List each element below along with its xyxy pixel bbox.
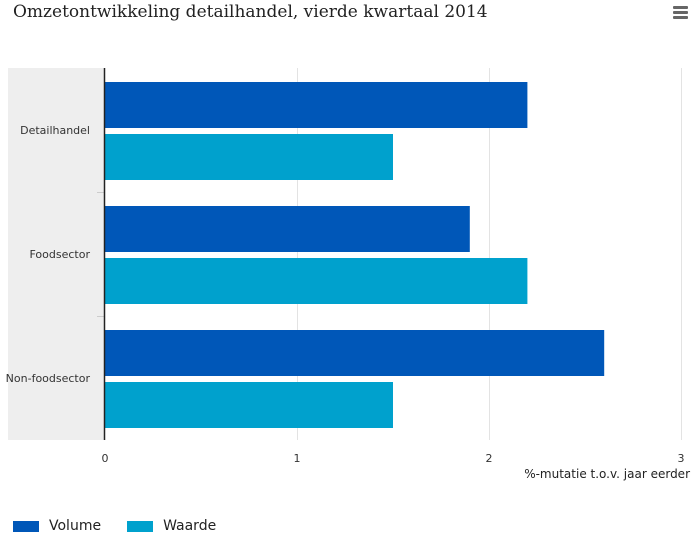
x-tick-label: 2 xyxy=(486,452,493,465)
bar-volume-detailhandel xyxy=(105,82,528,128)
legend-swatch-waarde xyxy=(127,520,154,532)
legend-item-waarde[interactable]: Waarde xyxy=(127,518,216,534)
legend-label-volume: Volume xyxy=(49,518,102,534)
bar-waarde-detailhandel xyxy=(105,134,393,180)
hamburger-menu-icon[interactable] xyxy=(673,6,688,19)
x-tick-label: 0 xyxy=(102,452,109,465)
category-label: Detailhandel xyxy=(20,124,90,137)
bar-volume-non-foodsector xyxy=(105,330,605,376)
legend-label-waarde: Waarde xyxy=(163,518,217,534)
x-axis-title: %-mutatie t.o.v. jaar eerder xyxy=(524,467,690,481)
bar-waarde-non-foodsector xyxy=(105,382,393,428)
legend-item-volume[interactable]: Volume xyxy=(13,518,101,534)
chart-title: Omzetontwikkeling detailhandel, vierde k… xyxy=(13,2,488,22)
chart-legend: Volume Waarde xyxy=(13,518,242,534)
bar-volume-foodsector xyxy=(105,206,470,252)
x-tick-label: 3 xyxy=(678,452,685,465)
category-label: Foodsector xyxy=(30,248,91,261)
x-tick-label: 1 xyxy=(294,452,301,465)
bar-waarde-foodsector xyxy=(105,258,528,304)
legend-swatch-volume xyxy=(13,520,39,532)
category-label: Non-foodsector xyxy=(6,372,91,385)
category-band xyxy=(8,68,105,440)
